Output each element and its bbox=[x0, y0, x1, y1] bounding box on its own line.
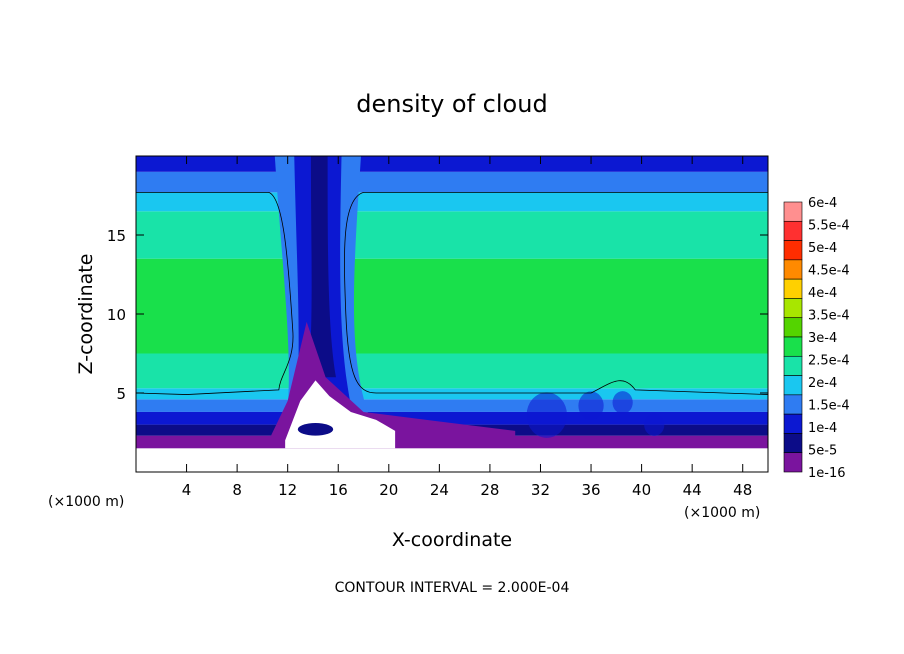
y-axis-label: Z-coordinate bbox=[75, 254, 97, 375]
x-tick-label-7: 32 bbox=[531, 481, 550, 499]
x-tick-label-9: 40 bbox=[632, 481, 651, 499]
colorbar-label-0: 6e-4 bbox=[808, 196, 837, 211]
density-band-8 bbox=[136, 211, 768, 259]
colorbar-label-2: 5e-4 bbox=[808, 241, 837, 256]
colorbar-label-8: 2e-4 bbox=[808, 376, 837, 391]
colorbar-swatch-10 bbox=[783, 394, 803, 415]
density-band-5 bbox=[136, 388, 768, 400]
colorbar-label-4: 4e-4 bbox=[808, 286, 837, 301]
density-band-7 bbox=[136, 258, 768, 354]
colorbar-label-1: 5.5e-4 bbox=[808, 219, 850, 234]
low-cell bbox=[297, 423, 334, 436]
density-band-4 bbox=[136, 399, 768, 412]
density-band-6 bbox=[136, 353, 768, 389]
contour-interval-note: CONTOUR INTERVAL = 2.000E-04 bbox=[335, 580, 570, 596]
eddy-2 bbox=[612, 391, 633, 414]
colorbar-swatch-4 bbox=[783, 278, 803, 299]
colorbar-swatch-13 bbox=[783, 452, 803, 473]
colorbar-swatch-2 bbox=[783, 240, 803, 261]
colorbar-swatch-7 bbox=[783, 336, 803, 357]
y-tick-label-1: 10 bbox=[107, 306, 126, 324]
eddy-3 bbox=[644, 413, 665, 436]
x-unit-note-right: (×1000 m) bbox=[684, 505, 760, 521]
density-band-11 bbox=[136, 156, 768, 172]
colorbar-swatch-8 bbox=[783, 355, 803, 376]
x-tick-label-0: 4 bbox=[182, 481, 192, 499]
colorbar-swatch-5 bbox=[783, 298, 803, 319]
colorbar-label-12: 1e-16 bbox=[808, 466, 846, 481]
colorbar-swatch-12 bbox=[783, 433, 803, 454]
plot-area bbox=[136, 156, 768, 472]
x-tick-label-11: 48 bbox=[733, 481, 752, 499]
y-axis-ticks: 5 10 15 bbox=[107, 227, 768, 403]
colorbar-swatch-3 bbox=[783, 259, 803, 280]
x-tick-label-2: 12 bbox=[278, 481, 297, 499]
density-band-10 bbox=[136, 171, 768, 193]
x-tick-label-5: 24 bbox=[430, 481, 449, 499]
x-unit-note: (×1000 m) bbox=[48, 494, 124, 510]
x-axis-label: X-coordinate bbox=[392, 529, 512, 551]
x-tick-label-4: 20 bbox=[379, 481, 398, 499]
x-tick-label-6: 28 bbox=[480, 481, 499, 499]
contour-line bbox=[136, 191, 768, 395]
density-band-9 bbox=[136, 192, 768, 212]
colorbar-label-6: 3e-4 bbox=[808, 331, 837, 346]
eddy-0 bbox=[526, 392, 568, 438]
colorbar-swatch-0 bbox=[783, 201, 803, 222]
eddy-1 bbox=[578, 391, 604, 420]
x-tick-label-1: 8 bbox=[232, 481, 242, 499]
colorbar-swatch-1 bbox=[783, 220, 803, 241]
colorbar-swatch-6 bbox=[783, 317, 803, 338]
colorbar-label-7: 2.5e-4 bbox=[808, 354, 850, 369]
density-band-0 bbox=[136, 448, 768, 472]
x-tick-label-3: 16 bbox=[329, 481, 348, 499]
y-tick-label-2: 15 bbox=[107, 227, 126, 245]
x-tick-label-10: 44 bbox=[683, 481, 702, 499]
colorbar-label-3: 4.5e-4 bbox=[808, 264, 850, 279]
colorbar: 6e-4 5.5e-4 5e-4 4.5e-4 4e-4 3.5e-4 3e-4 2.5e-4… bbox=[783, 196, 850, 481]
x-tick-label-8: 36 bbox=[581, 481, 600, 499]
colorbar-label-11: 5e-5 bbox=[808, 444, 837, 459]
colorbar-label-5: 3.5e-4 bbox=[808, 309, 850, 324]
colorbar-swatch-9 bbox=[783, 375, 803, 396]
colorbar-swatch-11 bbox=[783, 413, 803, 434]
updraft-center bbox=[308, 156, 336, 378]
x-axis-ticks: 4 8 12 16 20 24 28 32 36 40 44 48 bbox=[182, 156, 752, 499]
chart-title: density of cloud bbox=[356, 90, 547, 118]
y-tick-label-0: 5 bbox=[116, 385, 126, 403]
density-band-3 bbox=[136, 411, 768, 425]
cloud-features bbox=[136, 156, 768, 449]
colorbar-label-10: 1e-4 bbox=[808, 421, 837, 436]
colorbar-label-9: 1.5e-4 bbox=[808, 399, 850, 414]
